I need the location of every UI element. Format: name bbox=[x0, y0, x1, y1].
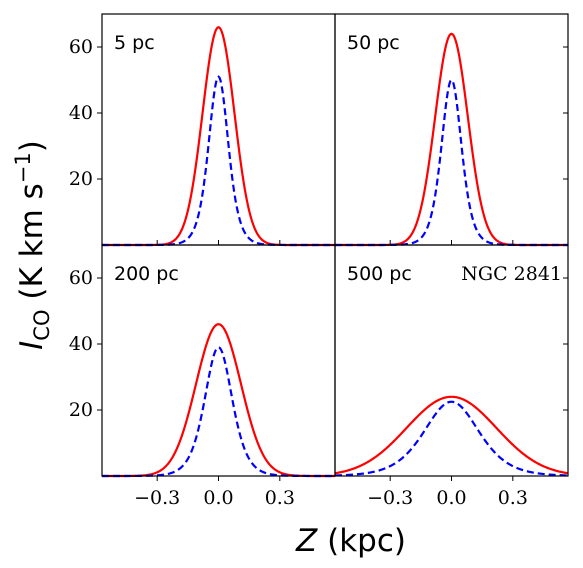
y-tick-label: 40 bbox=[69, 333, 93, 355]
panel-200pc: 20 40 60 −0.3 0.0 0.3 200 pc bbox=[69, 244, 336, 509]
series-line-solid-red bbox=[334, 395, 569, 475]
panel-label: 500 pc bbox=[347, 263, 412, 285]
x-tick-label: 0.0 bbox=[203, 487, 233, 509]
series-line-solid-red bbox=[102, 323, 335, 478]
x-tick-label: −0.3 bbox=[134, 487, 180, 509]
panel-5pc: 20 40 60 5 pc bbox=[69, 13, 336, 247]
series-line-solid-red bbox=[102, 26, 335, 247]
y-tick-label: 60 bbox=[69, 36, 93, 58]
y-axis-title-symbol: I bbox=[14, 341, 50, 350]
x-tick-label: 0.3 bbox=[265, 487, 295, 509]
x-tick-label: 0.0 bbox=[436, 487, 466, 509]
y-axis-title-units: (K km s bbox=[14, 183, 50, 309]
y-axis-title-superscript: −1 bbox=[11, 152, 35, 183]
y-tick-label: 60 bbox=[69, 267, 93, 289]
series-line-dashed-blue bbox=[335, 78, 568, 247]
x-tick-label: 0.3 bbox=[498, 487, 528, 509]
x-axis-title: Z (kpc) bbox=[295, 523, 406, 559]
panel-label: 5 pc bbox=[114, 32, 155, 54]
series-line-dashed-blue bbox=[102, 346, 335, 478]
y-tick-label: 20 bbox=[69, 399, 93, 421]
y-axis-title-subscript: CO bbox=[30, 310, 54, 341]
series-line-dashed-blue bbox=[334, 400, 569, 477]
panels-group: 20 40 60 5 pc 50 pc 20 40 60 −0.3 0.0 0.3 200 pc −0.… bbox=[69, 13, 569, 509]
y-tick-label: 20 bbox=[69, 168, 93, 190]
series-line-solid-red bbox=[335, 32, 568, 247]
galaxy-label: NGC 2841 bbox=[461, 263, 562, 285]
panel-label: 50 pc bbox=[347, 32, 400, 54]
panel-500pc: −0.3 0.0 0.3 500 pc NGC 2841 bbox=[334, 244, 569, 509]
y-tick-label: 40 bbox=[69, 102, 93, 124]
x-axis-title-units: (kpc) bbox=[317, 523, 406, 559]
x-tick-label: −0.3 bbox=[367, 487, 413, 509]
panel-label: 200 pc bbox=[114, 263, 179, 285]
y-axis-title: ICO (K km s−1) bbox=[11, 140, 54, 350]
y-axis-title-close: ) bbox=[14, 140, 50, 152]
x-axis-title-symbol: Z bbox=[295, 523, 318, 559]
panel-50pc: 50 pc bbox=[334, 13, 569, 247]
series-line-dashed-blue bbox=[102, 75, 335, 247]
